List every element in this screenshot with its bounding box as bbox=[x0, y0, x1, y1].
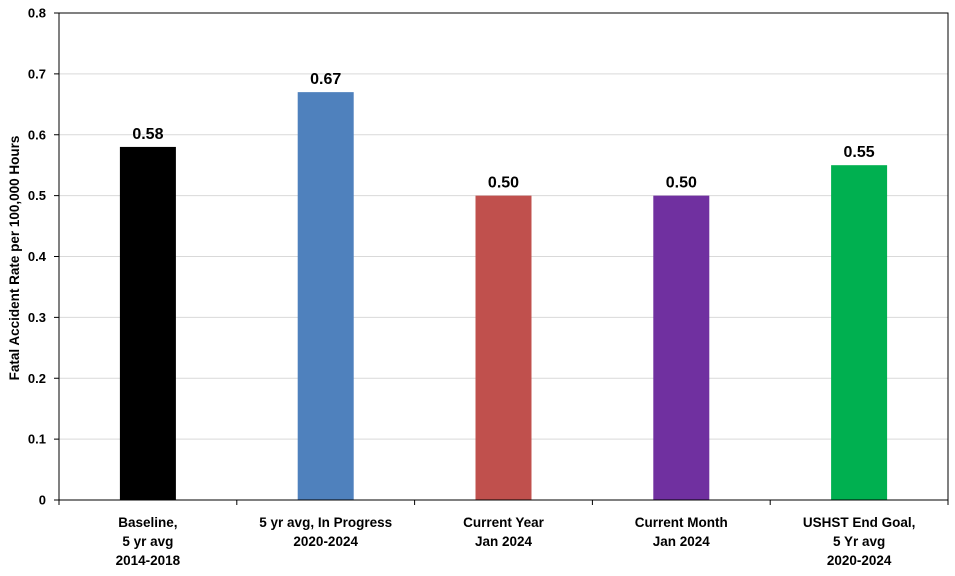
bar bbox=[475, 195, 532, 500]
bar bbox=[831, 165, 888, 500]
x-tick-label: 5 yr avg bbox=[122, 534, 173, 549]
data-label: 0.67 bbox=[310, 71, 341, 88]
data-label: 0.58 bbox=[132, 126, 163, 143]
x-tick-label: 5 Yr avg bbox=[833, 534, 885, 549]
y-axis-title: Fatal Accident Rate per 100,000 Hours bbox=[7, 136, 22, 381]
bar bbox=[119, 146, 176, 501]
y-tick-label: 0.6 bbox=[28, 127, 46, 142]
y-tick-label: 0 bbox=[39, 493, 46, 508]
y-tick-label: 0.3 bbox=[28, 310, 46, 325]
y-tick-label: 0.1 bbox=[28, 432, 46, 447]
x-tick-label: USHST End Goal, bbox=[803, 515, 916, 530]
bars bbox=[119, 92, 888, 501]
plot-frame bbox=[58, 12, 949, 501]
x-tick-label: Current Year bbox=[463, 515, 545, 530]
x-tick-label: 2014-2018 bbox=[116, 553, 181, 568]
x-tick-label: 5 yr avg, In Progress bbox=[259, 515, 392, 530]
y-tick-label: 0.4 bbox=[28, 249, 47, 264]
data-label: 0.50 bbox=[666, 175, 697, 192]
y-tick-label: 0.7 bbox=[28, 66, 46, 81]
labels: 0 0.1 0.2 0.3 0.4 0.5 0.6 0.7 0.8 0.58 Baseline, 5 … bbox=[28, 6, 915, 569]
data-label: 0.55 bbox=[844, 144, 875, 161]
y-tick-label: 0.2 bbox=[28, 371, 46, 386]
x-tick-label: 2020-2024 bbox=[293, 534, 358, 549]
x-tick-label: Baseline, bbox=[118, 515, 177, 530]
x-tick-label: Jan 2024 bbox=[475, 534, 533, 549]
y-tick-label: 0.5 bbox=[28, 188, 46, 203]
x-tick-label: 2020-2024 bbox=[827, 553, 892, 568]
bar bbox=[297, 92, 354, 500]
data-label: 0.50 bbox=[488, 175, 519, 192]
bar bbox=[653, 195, 710, 500]
x-tick-label: Jan 2024 bbox=[653, 534, 711, 549]
axes bbox=[54, 12, 949, 505]
y-tick-label: 0.8 bbox=[28, 6, 46, 21]
x-tick-label: Current Month bbox=[635, 515, 728, 530]
